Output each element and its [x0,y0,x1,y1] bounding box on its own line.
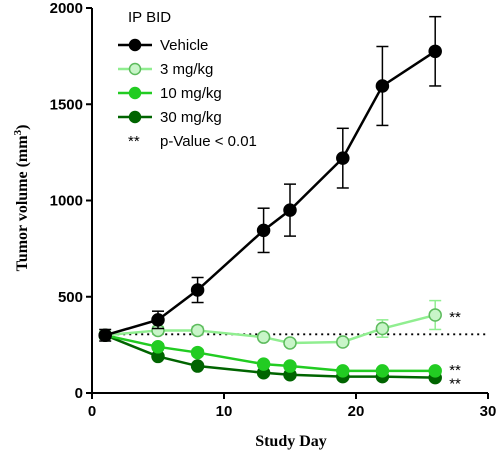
data-point [190,345,205,360]
y-axis-title-suffix: ) [14,125,31,130]
data-point [256,357,271,371]
x-tick-label: 20 [348,403,365,420]
data-point [428,44,442,59]
y-tick-label: 1500 [50,96,83,113]
legend-sig-text: p-Value < 0.01 [160,133,257,150]
data-point [151,340,165,354]
significance-marker: ** [449,309,461,326]
legend-marker [128,86,142,100]
y-tick-label: 0 [75,385,83,402]
legend-sig-marker: ** [128,133,140,150]
legend-title: IP BID [128,9,171,26]
y-axis-title-superscript: 3 [12,129,24,135]
x-tick-label: 30 [480,403,497,420]
data-point [283,359,297,373]
y-tick-label: 500 [58,289,83,306]
x-tick-label: 10 [216,403,233,420]
x-tick-label: 0 [88,403,96,420]
data-point [190,283,205,297]
x-axis-title: Study Day [255,433,327,450]
data-point [283,203,297,217]
legend-label: 10 mg/kg [160,85,222,102]
legend-label: Vehicle [160,37,208,54]
significance-markers: ****** [449,309,461,393]
data-point [428,364,442,378]
legend-label: 3 mg/kg [160,61,213,78]
legend-marker [128,38,142,52]
data-point [428,308,442,322]
data-point [151,313,165,327]
legend: IP BID Vehicle 3 mg/kg 10 mg/kg 30 mg/kg ** p-… [118,9,257,150]
series-3-mg-kg [98,299,442,350]
legend-label: 30 mg/kg [160,109,222,126]
y-axis-title: Tumor volume (mm3) [12,125,31,272]
data-point [336,364,350,378]
data-point [190,323,205,338]
series-vehicle [98,15,442,342]
data-point [375,321,390,336]
y-axis-title-main: Tumor volume (mm [14,135,31,272]
y-tick-label: 2000 [50,0,83,17]
data-point [375,364,390,378]
data-point [375,79,390,93]
legend-marker [128,62,142,76]
significance-marker: ** [449,376,461,393]
data-point [256,330,271,344]
series-line [104,50,436,337]
axes: 0 500 1000 1500 2000 0 10 20 30 [50,0,497,420]
legend-marker [128,110,142,124]
data-point [336,335,350,349]
data-point [256,223,271,238]
data-point [283,336,297,350]
data-point [98,328,112,342]
series-layer [98,15,442,385]
y-tick-label: 1000 [50,193,83,210]
significance-marker: ** [449,362,461,379]
data-point [336,151,350,165]
series-10-mg-kg [98,328,442,378]
data-point [190,359,205,373]
